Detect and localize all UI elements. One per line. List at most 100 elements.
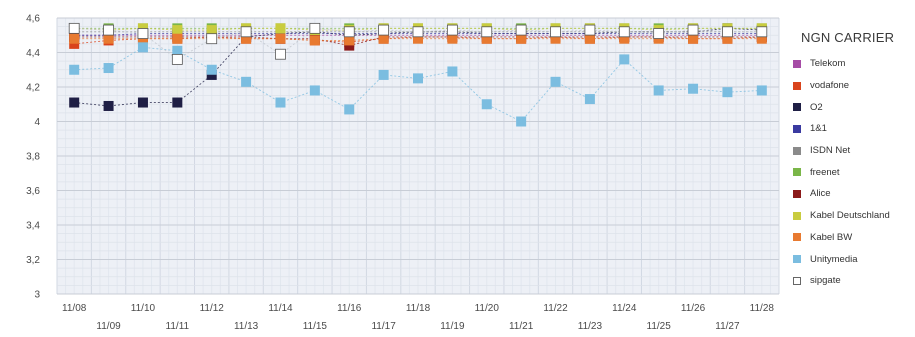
- data-point: [550, 33, 561, 44]
- data-point: [688, 83, 699, 94]
- data-point: [618, 26, 630, 38]
- legend-item: Kabel BW: [793, 227, 915, 249]
- data-point: [584, 94, 595, 105]
- data-point: [69, 38, 80, 49]
- data-point: [447, 66, 458, 77]
- data-point: [481, 33, 492, 44]
- data-point: [68, 22, 80, 34]
- data-point: [584, 24, 596, 36]
- x-tick-label: 11/10: [131, 303, 156, 314]
- data-point: [275, 23, 286, 34]
- data-point: [412, 26, 424, 38]
- x-tick-label: 11/21: [509, 321, 534, 332]
- data-point: [550, 26, 561, 38]
- series-unitymedia: [69, 42, 767, 127]
- x-tick-label: 11/08: [62, 303, 87, 314]
- data-point: [172, 97, 183, 108]
- data-point: [722, 33, 733, 44]
- legend: NGN CARRIER Telekom vodafone O2 1&1 ISDN Net…: [793, 30, 915, 292]
- data-point: [206, 33, 218, 45]
- legend-items: Telekom vodafone O2 1&1 ISDN Net freenet Alice…: [793, 53, 915, 292]
- data-point: [343, 26, 355, 38]
- data-point: [446, 24, 458, 36]
- x-tick-label: 11/15: [303, 321, 328, 332]
- x-tick-label: 11/26: [681, 303, 706, 314]
- legend-item: 1&1: [793, 118, 915, 140]
- data-point: [171, 54, 183, 65]
- data-point: [653, 85, 664, 96]
- data-point: [722, 26, 733, 38]
- legend-label: vodafone: [810, 80, 850, 92]
- y-tick-label: 4,4: [26, 48, 40, 59]
- data-point: [653, 28, 665, 39]
- data-point: [687, 24, 699, 36]
- data-point: [275, 33, 286, 44]
- y-tick-label: 4,6: [26, 14, 40, 25]
- data-point: [137, 97, 148, 108]
- data-point: [516, 116, 527, 127]
- data-point: [69, 33, 80, 44]
- legend-item: ISDN Net: [793, 140, 915, 162]
- legend-item: O2: [793, 96, 915, 118]
- legend-swatch: [793, 233, 801, 242]
- x-axis-labels: 11/08 11/09 11/10 11/11 11/12 11/13 11/14 11/15…: [62, 303, 774, 332]
- legend-swatch: [793, 189, 801, 198]
- data-point: [447, 33, 458, 44]
- data-point: [378, 33, 389, 44]
- data-point: [172, 25, 183, 36]
- data-point: [206, 25, 217, 36]
- data-point: [584, 33, 595, 44]
- data-point: [103, 63, 114, 74]
- x-tick-label: 11/11: [166, 321, 190, 332]
- x-tick-label: 11/24: [612, 303, 637, 314]
- data-point: [378, 24, 390, 36]
- y-tick-label: 4: [34, 117, 40, 128]
- x-tick-label: 11/18: [406, 303, 431, 314]
- y-tick-label: 4,2: [26, 83, 40, 94]
- x-tick-label: 11/14: [268, 303, 293, 314]
- legend-item: vodafone: [793, 75, 915, 97]
- x-tick-label: 11/23: [578, 321, 603, 332]
- data-point: [275, 48, 286, 60]
- x-tick-label: 11/12: [200, 303, 225, 314]
- legend-item: sipgate: [793, 270, 915, 292]
- legend-label: freenet: [810, 166, 840, 178]
- data-point: [240, 26, 252, 38]
- series-line: [74, 27, 762, 60]
- data-point: [309, 22, 321, 34]
- y-axis-labels: 3 3,2 3,4 3,6 3,8 4 4,2 4,4 4,6: [26, 14, 40, 301]
- x-tick-label: 11/19: [440, 321, 465, 332]
- y-tick-label: 3: [34, 290, 40, 301]
- data-point: [137, 42, 148, 53]
- legend-label: Kabel BW: [810, 231, 853, 243]
- data-point: [756, 85, 767, 96]
- data-point: [69, 64, 80, 75]
- legend-label: Unitymedia: [810, 253, 858, 265]
- x-tick-label: 11/16: [337, 303, 362, 314]
- legend-label: Telekom: [810, 58, 846, 70]
- data-point: [241, 33, 252, 44]
- y-tick-label: 3,8: [26, 152, 40, 163]
- data-point: [103, 100, 114, 111]
- data-point: [103, 33, 114, 44]
- legend-swatch: [793, 276, 801, 285]
- legend-label: ISDN Net: [810, 145, 851, 157]
- data-point: [550, 76, 561, 87]
- legend-item: Telekom: [793, 53, 915, 75]
- data-point: [378, 69, 389, 80]
- data-point: [413, 33, 423, 44]
- data-point: [309, 85, 320, 96]
- data-point: [688, 33, 699, 44]
- data-point: [344, 104, 355, 115]
- series-sipgate: [68, 22, 768, 65]
- legend-item: Kabel Deutschland: [793, 205, 915, 227]
- x-tick-label: 11/25: [647, 321, 672, 332]
- legend-swatch: [793, 168, 801, 177]
- x-tick-label: 11/22: [543, 303, 568, 314]
- legend-title: NGN CARRIER: [801, 30, 895, 45]
- data-point: [481, 99, 492, 110]
- x-tick-label: 11/17: [371, 321, 396, 332]
- legend-swatch: [793, 211, 801, 220]
- data-point: [619, 54, 630, 65]
- legend-label: 1&1: [810, 123, 827, 135]
